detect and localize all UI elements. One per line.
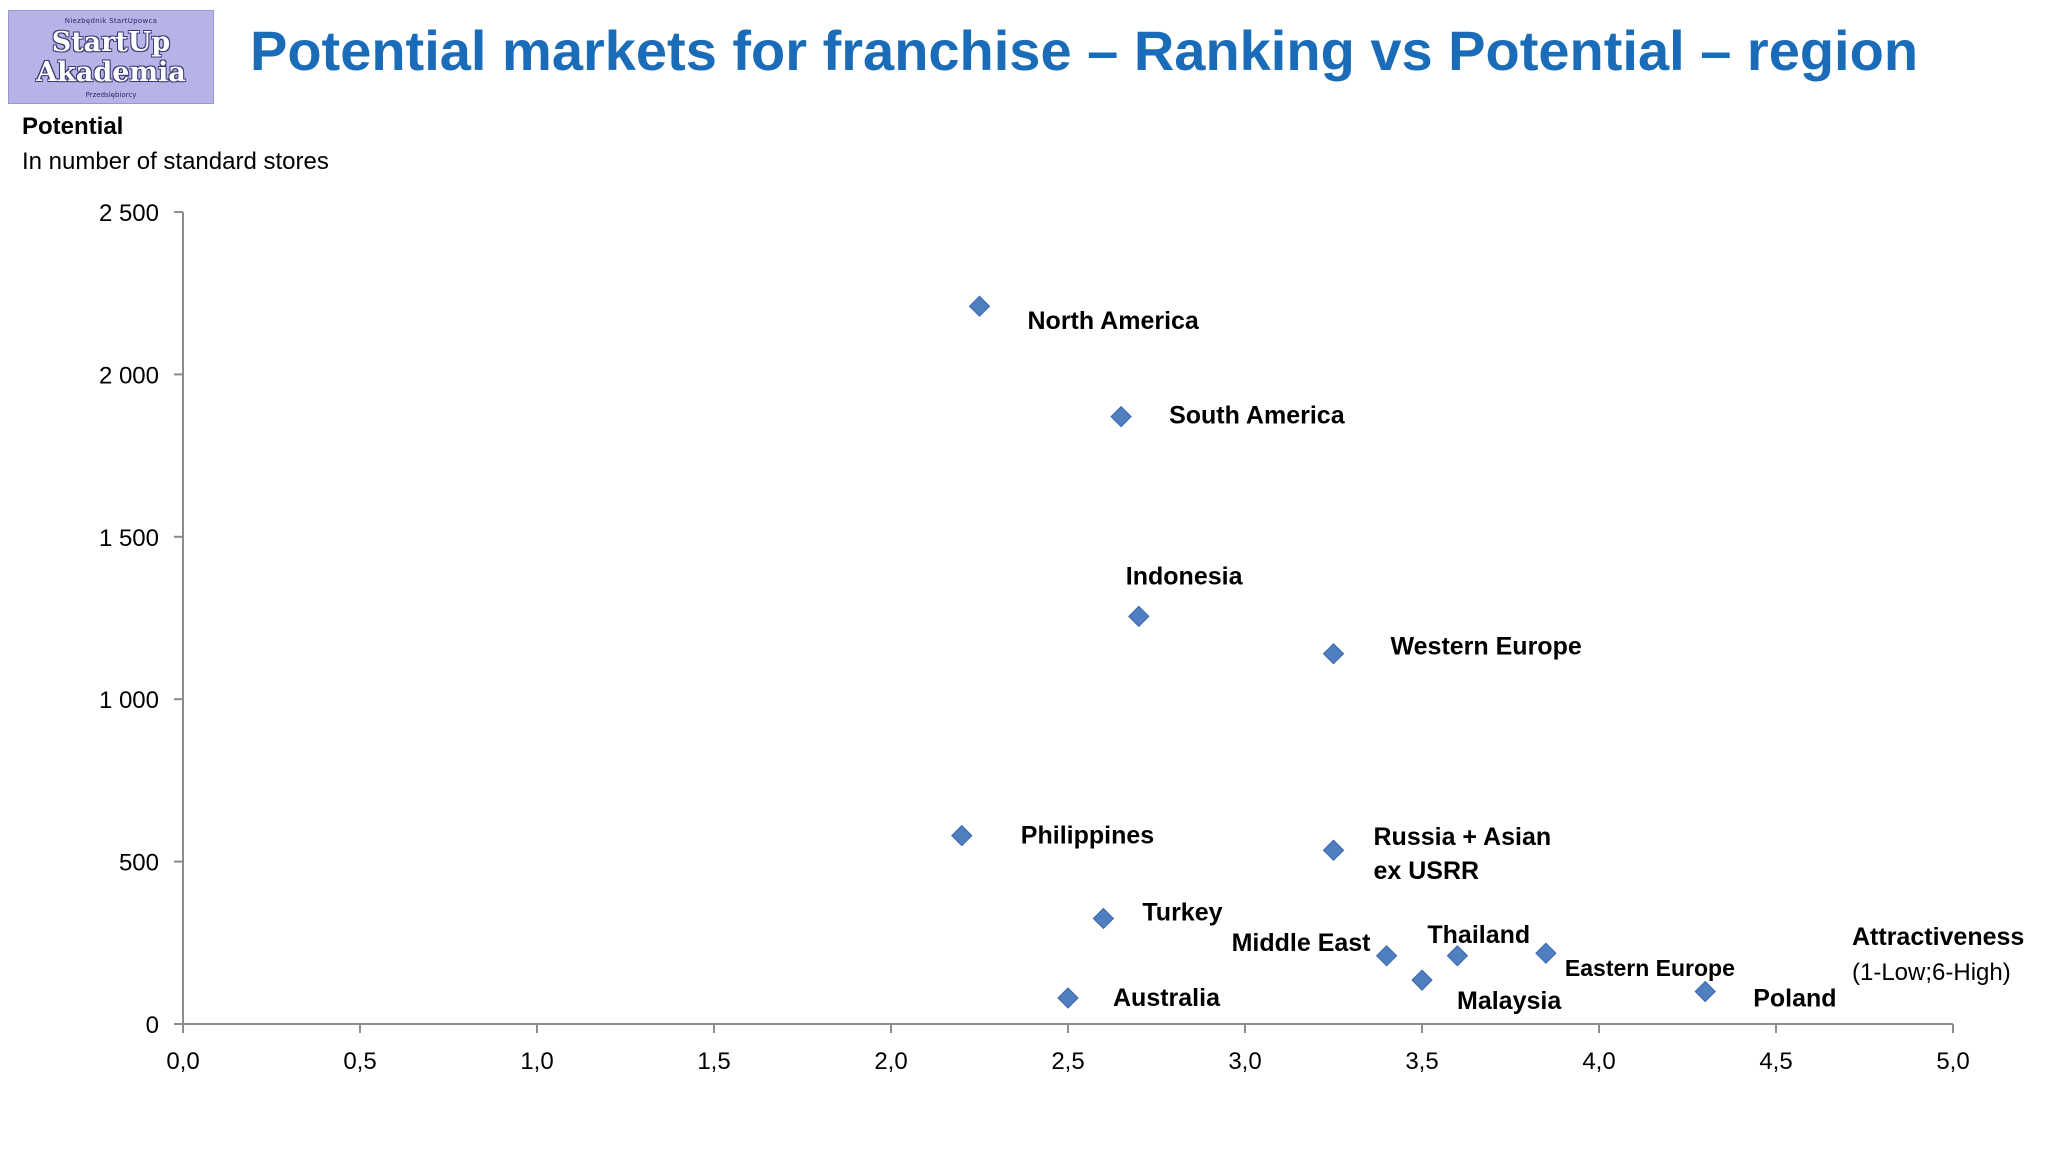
point-malaysia <box>1411 969 1433 991</box>
x-axis-subtitle: (1-Low;6-High) <box>1852 959 2011 986</box>
point-label-north-america: North America <box>1028 307 1200 335</box>
point-label-south-america: South America <box>1169 402 1346 430</box>
y-tick-label: 2 000 <box>99 362 159 389</box>
point-label-russia-asian-ex-usrr: Russia + Asian ex USRR <box>1374 823 1552 885</box>
x-tick-label: 3,0 <box>1228 1048 1261 1075</box>
point-label-middle-east: Middle East <box>1232 929 1372 957</box>
x-tick-label: 1,0 <box>520 1048 553 1075</box>
point-turkey <box>1092 907 1115 930</box>
point-label-line: Turkey <box>1142 898 1222 926</box>
point-label-line: ex USRR <box>1374 857 1480 885</box>
point-label-line: Australia <box>1113 984 1221 1012</box>
point-label-line: Eastern Europe <box>1565 955 1735 981</box>
point-south-america <box>1110 405 1132 428</box>
y-tick-label: 1 000 <box>99 687 159 714</box>
y-tick-label: 0 <box>146 1012 159 1039</box>
x-tick-label: 3,5 <box>1405 1048 1438 1075</box>
point-label-poland: Poland <box>1753 985 1836 1013</box>
x-tick-label: 0,5 <box>343 1048 376 1075</box>
point-thailand <box>1446 945 1469 967</box>
logo-tagline-bottom: Przedsiębiorcy <box>85 91 137 99</box>
point-indonesia <box>1128 605 1150 628</box>
slide-title: Potential markets for franchise – Rankin… <box>250 19 1919 82</box>
point-philippines <box>951 824 973 847</box>
point-eastern-europe <box>1535 942 1557 964</box>
point-poland <box>1694 980 1716 1003</box>
point-label-line: Western Europe <box>1391 633 1582 661</box>
point-middle-east <box>1375 945 1398 967</box>
point-australia <box>1057 987 1079 1009</box>
point-label-line: Malaysia <box>1457 987 1562 1015</box>
point-western-europe <box>1322 643 1345 665</box>
logo-word-startup: StartUp <box>51 27 171 58</box>
chart-points <box>951 295 1716 1009</box>
point-label-thailand: Thailand <box>1427 921 1530 949</box>
point-label-line: Indonesia <box>1126 562 1244 590</box>
chart-point-labels: North America South America Indonesia Weste… <box>1021 307 1837 1015</box>
y-axis-subtitle: In number of standard stores <box>22 148 329 175</box>
point-label-indonesia: Indonesia <box>1126 562 1244 590</box>
point-label-eastern-europe: Eastern Europe <box>1565 955 1735 981</box>
x-tick-label: 1,5 <box>697 1048 730 1075</box>
point-label-australia: Australia <box>1113 984 1221 1012</box>
point-label-turkey: Turkey <box>1142 898 1222 926</box>
logo-tagline-top: Niezbędnik StartUpowca <box>64 17 158 25</box>
point-label-line: Thailand <box>1427 921 1530 949</box>
point-label-line: South America <box>1169 402 1346 430</box>
x-tick-label: 4,0 <box>1582 1048 1615 1075</box>
startup-akademia-logo: Niezbędnik StartUpowca StartUp Akademia … <box>8 10 214 104</box>
point-label-line: Middle East <box>1232 929 1372 957</box>
y-tick-label: 500 <box>119 850 159 877</box>
x-axis-title: Attractiveness <box>1852 923 2024 951</box>
point-label-western-europe: Western Europe <box>1391 633 1582 661</box>
x-tick-label: 4,5 <box>1759 1048 1792 1075</box>
x-tick-label: 5,0 <box>1936 1048 1969 1075</box>
x-tick-label: 0,0 <box>166 1048 199 1075</box>
point-label-line: Poland <box>1753 985 1836 1013</box>
x-tick-label: 2,0 <box>874 1048 907 1075</box>
point-north-america <box>968 295 991 317</box>
y-axis-title: Potential <box>22 113 124 140</box>
point-label-line: Philippines <box>1021 822 1154 850</box>
chart-axes: 0,0 0,5 1,0 1,5 2,0 2,5 3,0 3,5 4,0 4,5 5,0 0 500 1 0… <box>99 200 1970 1075</box>
x-tick-label: 2,5 <box>1051 1048 1084 1075</box>
point-russia-asian-ex-usrr <box>1322 839 1345 861</box>
point-label-line: Russia + Asian <box>1374 823 1552 851</box>
logo-word-akademia: Akademia <box>36 57 186 88</box>
y-tick-label: 1 500 <box>99 525 159 552</box>
y-tick-label: 2 500 <box>99 200 159 227</box>
point-label-malaysia: Malaysia <box>1457 987 1562 1015</box>
point-label-line: North America <box>1028 307 1200 335</box>
point-label-philippines: Philippines <box>1021 822 1154 850</box>
